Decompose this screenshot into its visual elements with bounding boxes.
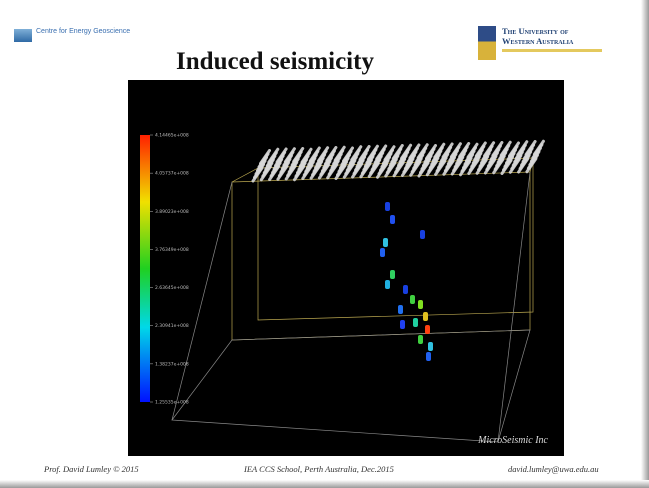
event (385, 280, 390, 289)
colorbar-label: 3.76349e+008 (155, 247, 189, 253)
colorbar-label: 2.63645e+008 (155, 285, 189, 291)
slide: Centre for Energy Geoscience The Univers… (0, 0, 649, 488)
colorbar-label: 1.25535e+008 (155, 400, 189, 406)
colorbar-label: 1.38237e+008 (155, 361, 189, 367)
colorbar-label: 2.30941e+008 (155, 323, 189, 329)
right-logo: The University of Western Australia (478, 26, 649, 52)
event (418, 300, 423, 309)
event (383, 238, 388, 247)
bounding-box (172, 158, 533, 442)
event (398, 305, 403, 314)
footer-author: Prof. David Lumley © 2015 (44, 464, 139, 474)
event (428, 342, 433, 351)
slide-shadow (0, 480, 649, 488)
slide-shadow (641, 0, 649, 488)
footer-event: IEA CCS School, Perth Australia, Dec.201… (244, 464, 394, 474)
left-logo: Centre for Energy Geoscience (14, 28, 131, 36)
event (385, 202, 390, 211)
event (380, 248, 385, 257)
footer-email: david.lumley@uwa.edu.au (508, 464, 599, 474)
event (400, 320, 405, 329)
event (426, 352, 431, 361)
logo-text: Western Australia (502, 36, 649, 46)
event (410, 295, 415, 304)
event (390, 215, 395, 224)
event (413, 318, 418, 327)
crest (478, 26, 496, 60)
logo-text: The University of (502, 26, 649, 36)
wells (253, 141, 543, 181)
colorbar-label: 3.89023e+008 (155, 209, 189, 215)
slide-title: Induced seismicity (130, 48, 420, 76)
colorbar-label: 4.14465e+008 (155, 133, 189, 139)
events (380, 202, 433, 361)
colorbar-label: 4.05737e+008 (155, 171, 189, 177)
event (420, 230, 425, 239)
event (390, 270, 395, 279)
logo-tagline (502, 49, 602, 52)
event (418, 335, 423, 344)
seismic-visualization: 4.14465e+008 4.05737e+008 3.89023e+008 3.76… (128, 80, 564, 456)
figure: 4.14465e+008 4.05737e+008 3.89023e+008 3.76… (128, 80, 564, 456)
event (423, 312, 428, 321)
image-credit: MicroSeismic Inc (478, 435, 548, 446)
colorbar (140, 135, 150, 402)
event (403, 285, 408, 294)
event (425, 325, 430, 334)
